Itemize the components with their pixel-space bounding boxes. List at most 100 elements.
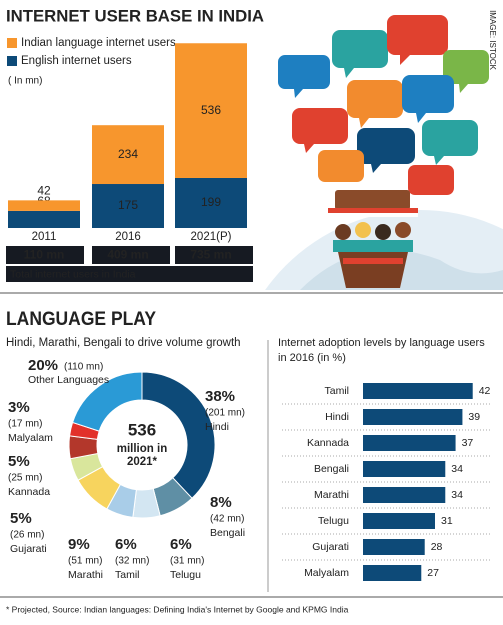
bubble xyxy=(318,150,364,182)
bubble xyxy=(422,120,478,165)
slice-name: Tamil xyxy=(115,569,140,581)
band xyxy=(328,213,418,217)
bar-segment xyxy=(92,184,164,228)
x-tick-label: 2011 xyxy=(32,231,57,243)
slice-millions: (42 mn) xyxy=(210,514,244,525)
slice-name: Other Languages xyxy=(28,374,109,386)
bar-segment xyxy=(8,210,80,228)
center-value: 536 xyxy=(128,420,156,439)
bar xyxy=(363,383,473,399)
donut-slice xyxy=(141,371,216,499)
legend-label: Indian language internet users xyxy=(21,37,176,49)
bar xyxy=(363,539,425,555)
bar-value-label: 34 xyxy=(451,463,463,475)
bubble xyxy=(357,128,415,173)
kids-body xyxy=(333,240,413,252)
total-cell xyxy=(92,246,170,264)
legend-label: English internet users xyxy=(21,55,132,67)
bar xyxy=(363,565,422,581)
slice-name: Hindi xyxy=(205,421,229,433)
legend-swatch xyxy=(7,38,17,48)
bar-segment xyxy=(175,43,247,178)
bubble xyxy=(347,80,403,128)
bar-value-label: 28 xyxy=(431,541,443,553)
y-tick-label: Hindi xyxy=(325,411,349,423)
bar-value-label: 536 xyxy=(201,103,221,117)
slice-percent: 9% xyxy=(68,536,90,553)
slice-percent: 5% xyxy=(10,510,32,527)
slice-name: Gujarati xyxy=(10,543,47,555)
bar-segment xyxy=(92,125,164,185)
basket xyxy=(338,252,408,288)
slice-name: Bengali xyxy=(210,527,245,539)
illustration xyxy=(265,15,503,290)
slice-percent: 38% xyxy=(205,388,235,405)
chart-subtitle: Hindi, Marathi, Bengali to drive volume … xyxy=(6,337,241,349)
slice-percent: 6% xyxy=(115,536,137,553)
bar-value-label: 199 xyxy=(201,195,221,209)
bar xyxy=(363,409,463,425)
slice-millions: (201 mn) xyxy=(205,408,245,419)
slice-millions: (51 mn) xyxy=(68,556,102,567)
slice-millions: (32 mn) xyxy=(115,556,149,567)
total-cell xyxy=(175,246,253,264)
bubble xyxy=(402,75,454,123)
x-tick-label: 2016 xyxy=(115,231,141,243)
bar xyxy=(363,461,446,477)
slice-name: Marathi xyxy=(68,569,103,581)
chart-title: Internet adoption levels by language use… xyxy=(278,337,485,364)
y-tick-label: Bengali xyxy=(314,463,349,475)
bubble xyxy=(332,30,388,78)
basket-top xyxy=(335,190,410,210)
slice-name: Malyalam xyxy=(8,432,53,444)
bar-value-label: 234 xyxy=(118,147,138,161)
total-band xyxy=(6,266,253,282)
bar-value-label: 175 xyxy=(118,198,138,212)
bar-segment xyxy=(8,200,80,211)
chart-title: INTERNET USER BASE IN INDIA xyxy=(6,6,264,25)
legend-swatch xyxy=(7,56,17,66)
bar-value-label: 27 xyxy=(427,567,439,579)
bar xyxy=(363,487,446,503)
slice-name: Kannada xyxy=(8,486,50,498)
slice-millions: (25 mn) xyxy=(8,473,42,484)
bar-value-label: 42 xyxy=(479,385,491,397)
bar xyxy=(363,513,435,529)
unit-label: ( In mn) xyxy=(8,76,42,87)
bubble xyxy=(292,108,348,153)
bubble xyxy=(408,165,454,195)
slice-millions: (110 mn) xyxy=(64,362,103,373)
bar xyxy=(363,435,456,451)
slice-percent: 8% xyxy=(210,494,232,511)
x-tick-label: 2021(P) xyxy=(191,231,232,243)
chart-title: LANGUAGE PLAY xyxy=(6,309,156,330)
band xyxy=(328,208,418,216)
slice-millions: (26 mn) xyxy=(10,530,44,541)
bar-value-label: 42 xyxy=(37,184,51,198)
kid xyxy=(395,222,411,238)
y-tick-label: Tamil xyxy=(324,385,349,397)
bar-value-label: 37 xyxy=(462,437,474,449)
kid xyxy=(355,222,371,238)
donut-slice xyxy=(71,371,143,432)
bar-value-label: 39 xyxy=(468,411,480,423)
total-cell xyxy=(6,246,84,264)
slice-percent: 3% xyxy=(8,399,30,416)
y-tick-label: Telugu xyxy=(318,515,349,527)
slice-millions: (17 mn) xyxy=(8,419,42,430)
bubble xyxy=(387,15,448,65)
total-label: 409 mn xyxy=(107,248,148,262)
y-tick-label: Gujarati xyxy=(312,541,349,553)
y-tick-label: Malyalam xyxy=(304,567,349,579)
total-name: Total internet users in India xyxy=(10,268,136,280)
kid xyxy=(335,224,351,240)
slice-name: Telugu xyxy=(170,569,201,581)
center-label: million in 2021* xyxy=(116,443,168,468)
total-label: 735 mn xyxy=(190,248,231,262)
slice-percent: 5% xyxy=(8,453,30,470)
total-label: 110 mn xyxy=(24,248,65,262)
slice-millions: (31 mn) xyxy=(170,556,204,567)
bubble xyxy=(278,55,330,98)
bubble xyxy=(443,50,489,93)
